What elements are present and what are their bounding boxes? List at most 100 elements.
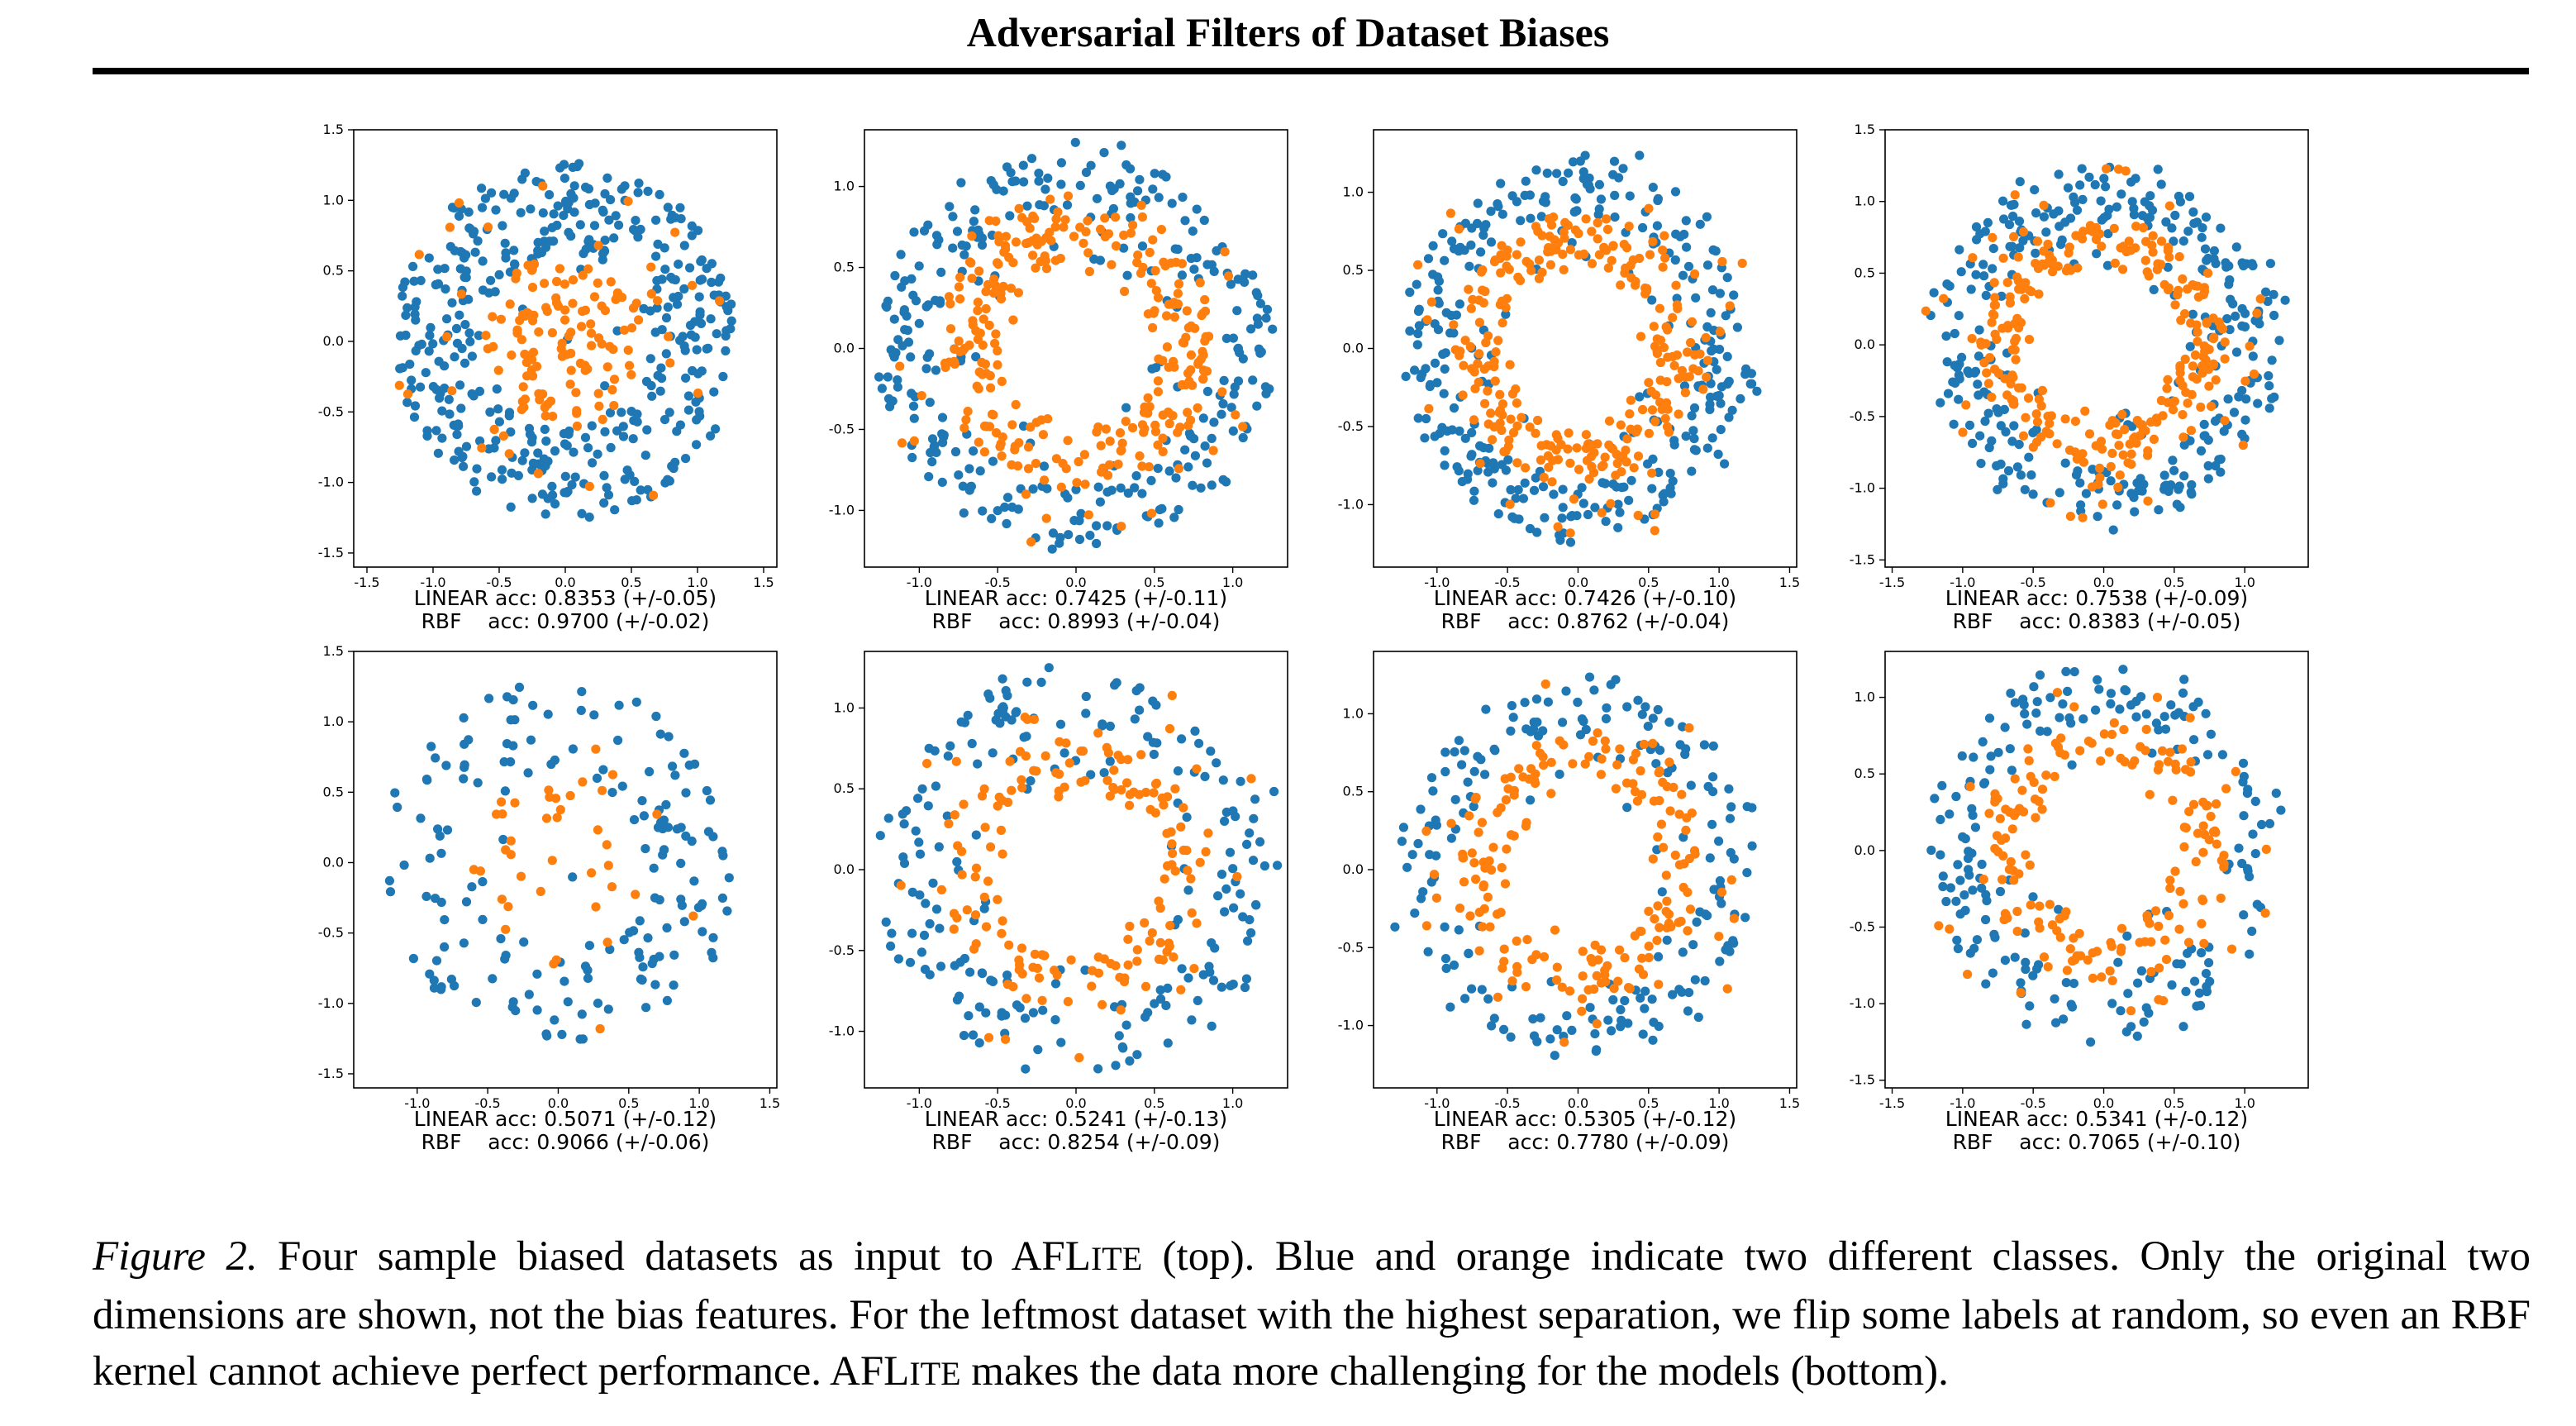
y-tick-label-1-0: 1.5	[323, 122, 344, 137]
point-orange-8-322	[2035, 901, 2045, 911]
point-blue-2-71	[922, 352, 932, 362]
point-orange-2-575	[897, 438, 907, 448]
point-blue-2-163	[1063, 493, 1073, 503]
point-orange-1-462	[626, 323, 637, 333]
point-blue-3-29	[1732, 322, 1742, 332]
point-blue-5-88	[459, 774, 469, 784]
point-orange-7-272	[1521, 982, 1531, 992]
point-blue-1-209	[609, 233, 619, 243]
point-blue-8-183	[1993, 747, 2003, 757]
point-blue-1-232	[646, 380, 656, 391]
point-orange-2-354	[1158, 433, 1168, 443]
point-blue-6-40	[1081, 708, 1091, 718]
point-blue-4-228	[2073, 466, 2083, 476]
x-tick-label-3-2: 0.0	[1568, 575, 1588, 590]
point-blue-6-192	[959, 1031, 969, 1041]
point-blue-3-295	[1488, 458, 1498, 468]
point-blue-8-65	[1981, 979, 1991, 989]
point-blue-8-14	[1968, 885, 1978, 895]
point-orange-1-557	[594, 333, 604, 343]
point-blue-1-230	[707, 277, 717, 288]
point-blue-3-259	[1654, 467, 1664, 478]
point-blue-6-153	[943, 751, 953, 761]
point-blue-3-65	[1665, 469, 1675, 479]
point-orange-6-291	[1145, 936, 1155, 946]
point-orange-2-499	[895, 361, 905, 371]
point-orange-2-412	[1183, 408, 1193, 417]
point-blue-4-57	[2261, 287, 2271, 297]
point-blue-4-91	[1929, 288, 1939, 298]
point-blue-2-66	[1196, 483, 1206, 493]
point-orange-6-332	[1170, 866, 1180, 876]
point-orange-7-314	[1637, 953, 1647, 963]
point-blue-5-95	[421, 775, 431, 785]
point-blue-3-71	[1455, 299, 1464, 309]
point-orange-3-525	[1521, 463, 1531, 473]
point-orange-3-502	[1660, 413, 1670, 423]
point-blue-4-165	[1976, 459, 1986, 469]
point-orange-1-536	[488, 341, 498, 351]
point-blue-4-222	[2183, 227, 2193, 236]
point-orange-4-597	[1983, 379, 1993, 389]
point-blue-1-240	[487, 472, 497, 482]
point-blue-7-3	[1555, 770, 1564, 780]
point-blue-4-206	[1980, 227, 1990, 236]
point-orange-8-368	[2174, 924, 2184, 934]
point-blue-4-141	[1950, 328, 1959, 339]
point-orange-2-382	[1031, 459, 1040, 469]
point-blue-2-4	[921, 364, 931, 374]
point-blue-8-166	[2243, 866, 2253, 876]
point-orange-2-447	[1021, 489, 1031, 499]
point-orange-4-533	[2143, 451, 2153, 460]
point-blue-5-66	[603, 1004, 613, 1014]
point-blue-4-45	[2092, 249, 2102, 259]
point-orange-6-329	[1050, 966, 1059, 975]
point-orange-2-355	[1051, 454, 1061, 464]
point-blue-1-42	[467, 351, 478, 361]
point-orange-4-404	[2178, 432, 2188, 442]
point-orange-1-495	[477, 443, 487, 453]
point-blue-4-181	[2039, 212, 2049, 222]
point-orange-8-261	[2105, 966, 2115, 976]
point-orange-1-497	[512, 328, 522, 338]
point-orange-6-284	[1154, 896, 1164, 906]
point-orange-1-553	[572, 421, 583, 432]
point-blue-1-32	[509, 246, 519, 255]
point-blue-7-110	[1708, 741, 1718, 751]
point-blue-4-67	[2099, 174, 2109, 184]
point-blue-2-27	[1002, 162, 1012, 172]
point-orange-6-376	[1117, 755, 1126, 765]
point-orange-7-324	[1592, 971, 1602, 980]
point-orange-7-261	[1634, 964, 1645, 974]
point-blue-8-151	[1960, 834, 1970, 844]
point-orange-1-424	[593, 241, 603, 250]
point-orange-2-513	[1145, 247, 1155, 257]
point-blue-4-35	[2077, 164, 2087, 174]
point-blue-8-172	[1981, 889, 1991, 899]
point-blue-6-97	[1149, 749, 1159, 760]
point-orange-6-314	[1031, 766, 1041, 776]
point-blue-3-91	[1625, 191, 1635, 201]
point-blue-6-78	[921, 899, 931, 909]
point-blue-6-98	[988, 748, 998, 758]
point-orange-8-296	[2193, 828, 2203, 838]
point-orange-6-350	[1015, 746, 1026, 756]
point-blue-5-140	[643, 933, 653, 943]
point-blue-3-145	[1635, 150, 1645, 160]
point-blue-2-60	[914, 261, 924, 271]
point-orange-8-313	[2012, 906, 2022, 917]
point-blue-3-104	[1643, 459, 1653, 469]
point-orange-8-370	[2014, 869, 2024, 879]
point-orange-4-352	[1982, 368, 1992, 378]
point-blue-8-146	[1938, 881, 1948, 892]
point-orange-1-506	[626, 370, 636, 379]
x-tick-label-4-1: -1.0	[1950, 575, 1975, 590]
point-blue-4-72	[2241, 394, 2251, 404]
point-blue-4-64	[1964, 420, 1975, 430]
linear-accuracy-label-2: LINEAR acc: 0.7425 (+/-0.11)	[925, 586, 1227, 610]
point-blue-6-5	[974, 1038, 984, 1048]
y-tick-label-1-6: -1.5	[318, 545, 344, 560]
point-blue-6-53	[1269, 786, 1279, 797]
point-orange-4-557	[2129, 433, 2139, 443]
point-orange-5-185	[497, 894, 507, 904]
